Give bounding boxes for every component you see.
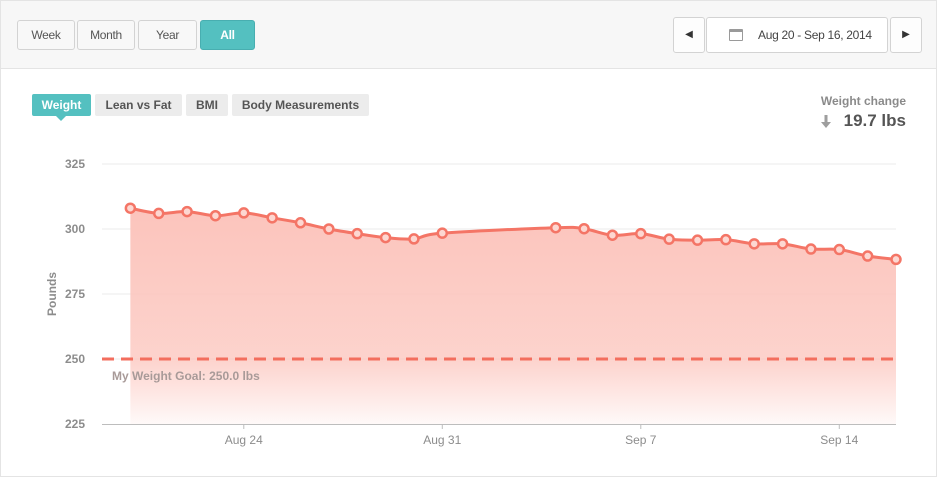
weight-change-label: Weight change bbox=[820, 94, 906, 108]
year-button[interactable]: Year bbox=[138, 20, 197, 50]
month-button[interactable]: Month bbox=[77, 20, 135, 50]
data-point bbox=[209, 209, 222, 222]
data-point bbox=[606, 229, 619, 241]
x-tick-label: Aug 31 bbox=[423, 433, 461, 447]
y-tick-label: 250 bbox=[65, 352, 85, 366]
tab-lean-vs-fat[interactable]: Lean vs Fat bbox=[95, 94, 182, 116]
data-point bbox=[805, 243, 817, 255]
date-range-picker[interactable]: Aug 20 - Sep 16, 2014 bbox=[706, 17, 888, 53]
y-tick-label: 325 bbox=[65, 157, 85, 171]
goal-label: My Weight Goal: 250.0 lbs bbox=[112, 369, 260, 383]
chevron-left-icon: ◀ bbox=[685, 29, 693, 40]
x-tick-label: Sep 7 bbox=[625, 433, 657, 447]
arrow-down-icon bbox=[821, 115, 831, 128]
data-point bbox=[663, 233, 675, 245]
data-point bbox=[379, 231, 392, 244]
data-point bbox=[549, 221, 562, 234]
data-point bbox=[720, 233, 732, 246]
data-point bbox=[266, 212, 278, 224]
toolbar: Week Month Year All ◀ Aug 20 - Sep 16, 2… bbox=[1, 1, 936, 69]
data-point bbox=[323, 223, 335, 235]
weight-change-value: 19.7 lbs bbox=[843, 111, 906, 130]
data-point bbox=[181, 205, 193, 218]
all-button[interactable]: All bbox=[200, 20, 255, 50]
data-point bbox=[861, 250, 874, 262]
data-point bbox=[408, 233, 420, 245]
y-axis-label: Pounds bbox=[45, 272, 59, 316]
data-point bbox=[152, 207, 165, 220]
y-tick-label: 225 bbox=[65, 417, 85, 431]
data-point bbox=[436, 227, 449, 239]
data-point bbox=[833, 243, 846, 256]
data-point bbox=[691, 234, 704, 246]
data-point bbox=[776, 238, 789, 250]
y-tick-label: 275 bbox=[65, 287, 85, 301]
tab-bmi[interactable]: BMI bbox=[186, 94, 228, 116]
tab-weight[interactable]: Weight bbox=[32, 94, 91, 121]
y-tick-label: 300 bbox=[65, 222, 85, 236]
data-point bbox=[294, 217, 307, 229]
x-tick-label: Sep 14 bbox=[820, 433, 858, 447]
data-point bbox=[124, 202, 137, 214]
week-button[interactable]: Week bbox=[17, 20, 75, 50]
data-point bbox=[890, 253, 902, 266]
data-point bbox=[238, 207, 250, 219]
calendar-icon bbox=[729, 29, 743, 41]
x-tick-label: Aug 24 bbox=[225, 433, 263, 447]
data-point bbox=[748, 238, 760, 250]
chevron-right-icon: ▶ bbox=[902, 29, 910, 40]
date-range-label: Aug 20 - Sep 16, 2014 bbox=[758, 28, 872, 42]
tab-body-measurements[interactable]: Body Measurements bbox=[232, 94, 369, 116]
prev-range-button[interactable]: ◀ bbox=[673, 17, 705, 53]
next-range-button[interactable]: ▶ bbox=[890, 17, 922, 53]
data-point bbox=[578, 222, 590, 235]
data-point bbox=[635, 227, 647, 240]
data-point bbox=[351, 227, 363, 240]
weight-area bbox=[130, 208, 896, 424]
